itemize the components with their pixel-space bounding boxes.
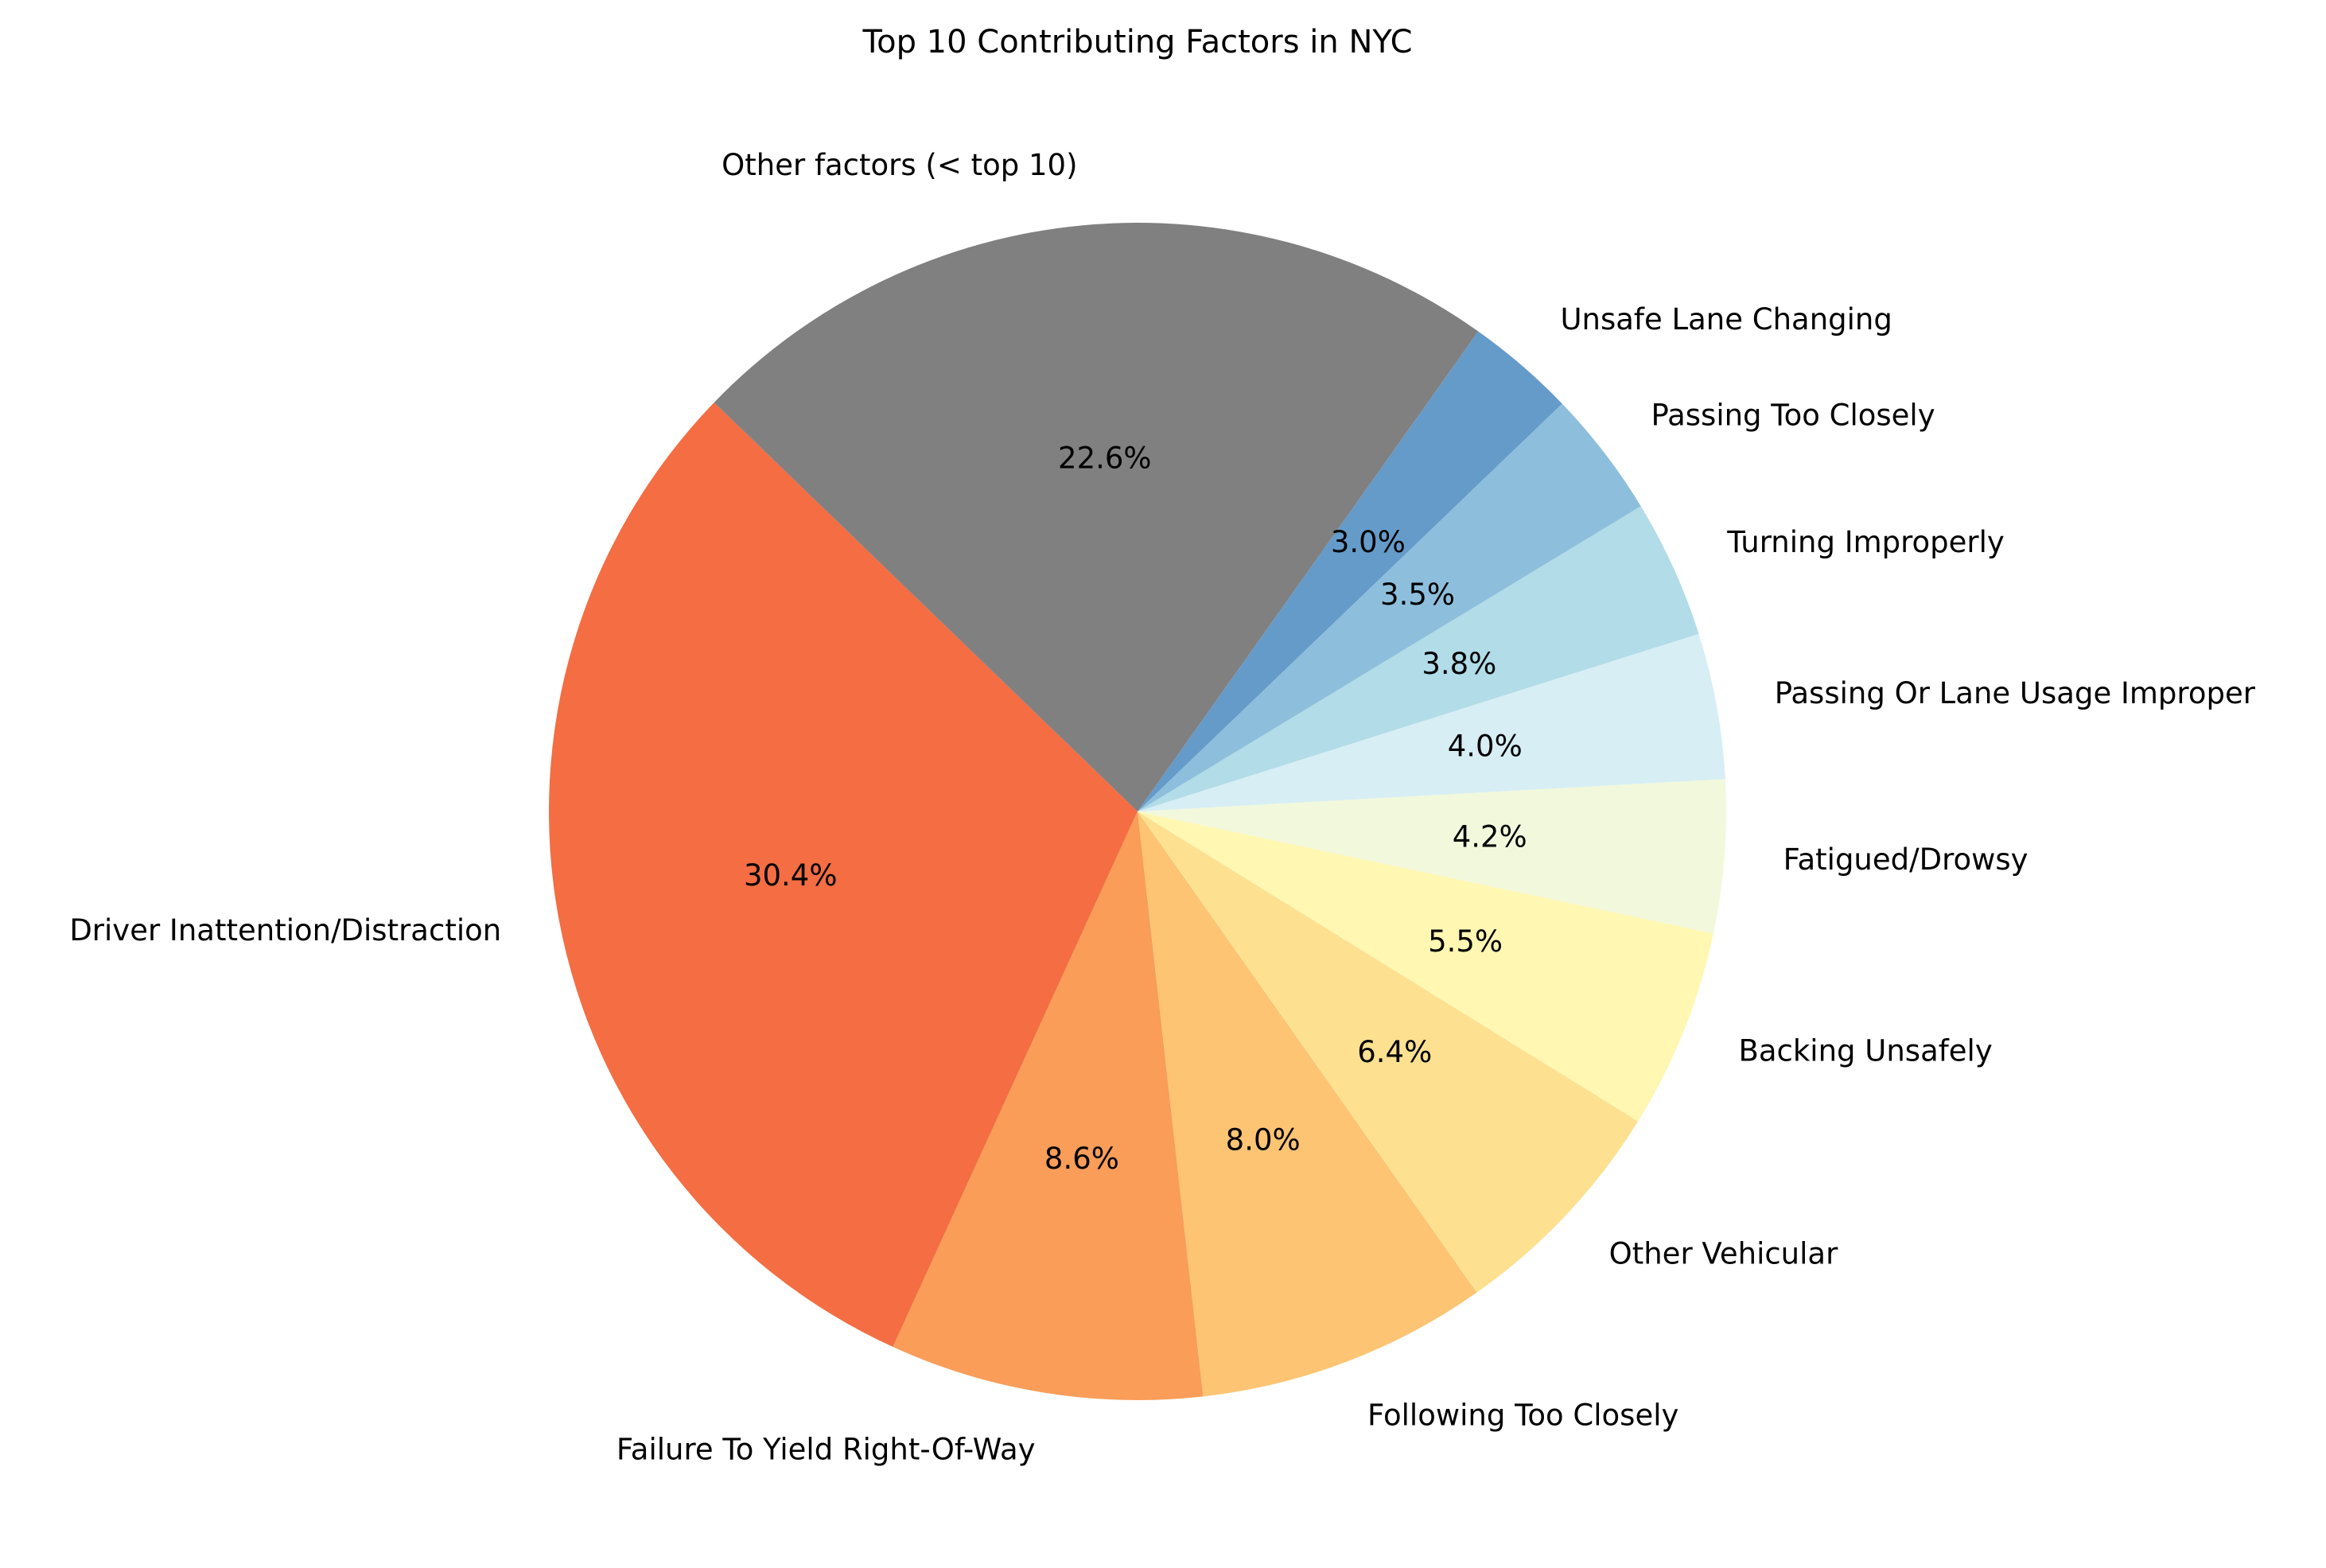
slice-label-turning-improperly: Turning Improperly xyxy=(1726,525,2005,559)
pie-slice-failure-to-yield-right-of-way xyxy=(893,811,1204,1400)
slice-label-driver-inattention-distraction: Driver Inattention/Distraction xyxy=(69,913,501,947)
pie-slice-unsafe-lane-changing xyxy=(1138,331,1562,811)
slice-label-passing-too-closely: Passing Too Closely xyxy=(1651,399,1935,433)
pie-slice-turning-improperly xyxy=(1138,506,1699,811)
slice-label-fatigued-drowsy: Fatigued/Drowsy xyxy=(1783,842,2028,877)
pie-slice-passing-too-closely xyxy=(1138,403,1641,812)
pct-label-other-factors-top-10: 22.6% xyxy=(1058,441,1152,475)
slice-label-other-vehicular: Other Vehicular xyxy=(1609,1237,1838,1271)
slice-label-passing-or-lane-usage-improper: Passing Or Lane Usage Improper xyxy=(1775,676,2256,710)
pct-label-passing-too-closely: 3.5% xyxy=(1380,578,1455,612)
slice-label-unsafe-lane-changing: Unsafe Lane Changing xyxy=(1560,302,1892,337)
pie-slice-fatigued-drowsy xyxy=(1138,779,1727,934)
pie-slice-following-too-closely xyxy=(1138,811,1477,1397)
chart-title: Top 10 Contributing Factors in NYC xyxy=(862,24,1412,60)
pct-label-turning-improperly: 3.8% xyxy=(1422,647,1496,681)
pct-label-failure-to-yield-right-of-way: 8.6% xyxy=(1044,1142,1119,1176)
pct-label-passing-or-lane-usage-improper: 4.0% xyxy=(1448,730,1523,764)
pct-label-following-too-closely: 8.0% xyxy=(1226,1123,1301,1158)
pct-label-fatigued-drowsy: 4.2% xyxy=(1453,820,1527,854)
pct-label-unsafe-lane-changing: 3.0% xyxy=(1331,525,1406,559)
pie-slice-driver-inattention-distraction xyxy=(548,402,1138,1348)
pie-slice-other-factors-top-10 xyxy=(714,222,1479,811)
pct-label-backing-unsafely: 5.5% xyxy=(1428,924,1503,959)
pie-percent-labels: 30.4% 8.6% 8.0% 6.4% 5.5% 4.2% 4.0% 3.8% 3.5% 3.0… xyxy=(744,441,1527,1176)
pie-slices xyxy=(548,222,1727,1400)
slice-label-other-factors-top-10: Other factors (< top 10) xyxy=(722,148,1077,182)
slice-label-failure-to-yield-right-of-way: Failure To Yield Right-Of-Way xyxy=(617,1432,1036,1466)
pct-label-other-vehicular: 6.4% xyxy=(1357,1035,1432,1069)
pie-labels: Driver Inattention/Distraction Failure To… xyxy=(69,148,2255,1466)
pie-slice-backing-unsafely xyxy=(1138,811,1713,1122)
slice-label-backing-unsafely: Backing Unsafely xyxy=(1738,1034,1992,1068)
pie-slice-passing-or-lane-usage-improper xyxy=(1138,633,1725,811)
pie-slice-other-vehicular xyxy=(1138,811,1639,1293)
pct-label-driver-inattention-distraction: 30.4% xyxy=(744,858,838,893)
slice-label-following-too-closely: Following Too Closely xyxy=(1367,1398,1678,1432)
